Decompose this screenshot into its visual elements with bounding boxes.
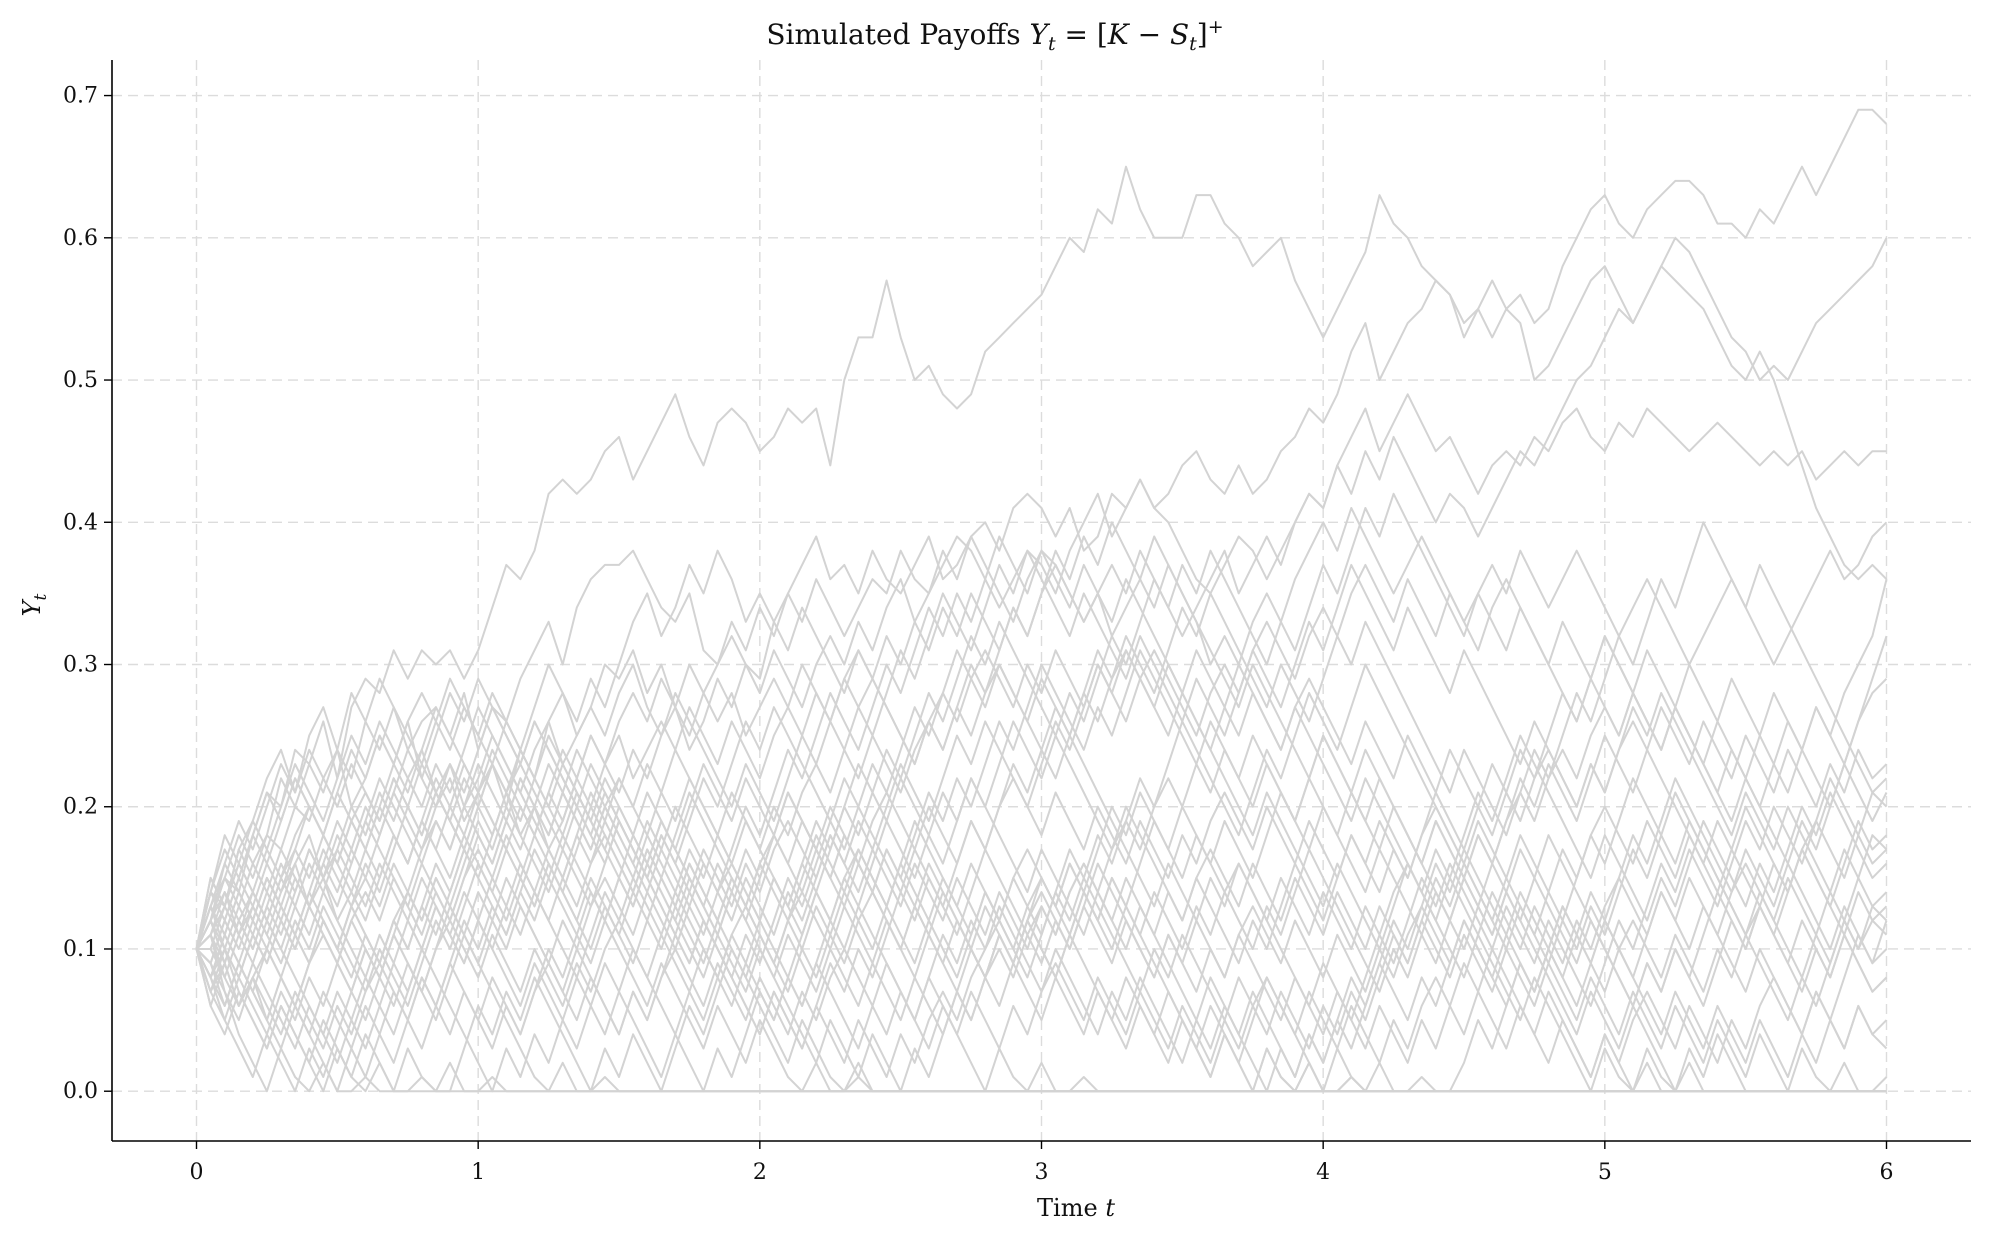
simulated-path-32: [195, 862, 1888, 1093]
ticks-layer: 0 1 2 3 4 5 6 0.0 0.1 0.2 0.3 0.4 0.5 0.6 0.7: [63, 84, 1894, 1185]
x-tick-label: 1: [471, 1160, 485, 1185]
simulated-path-10: [195, 891, 1888, 1022]
x-tick-label: 3: [1035, 1160, 1049, 1185]
y-tick-label: 0.2: [63, 795, 98, 820]
simulated-path-31: [195, 663, 1888, 1022]
x-tick-label: 2: [753, 1160, 767, 1185]
simulated-path-36: [195, 933, 1887, 1093]
title-close-bracket: ]: [1197, 18, 1208, 51]
simulated-path-28: [195, 535, 1887, 1093]
simulated-path-8: [195, 777, 1888, 979]
y-tick-label: 0.7: [63, 84, 98, 109]
x-tick-label: 0: [190, 1160, 204, 1185]
simulated-path-38: [196, 521, 1887, 1093]
y-tick-label: 0.6: [63, 226, 98, 251]
x-axis-label-text: Time: [1037, 1194, 1105, 1222]
x-tick-label: 5: [1598, 1160, 1612, 1185]
simulated-path-33: [195, 734, 1888, 1007]
y-axis-label-symbol: Y: [18, 598, 46, 616]
x-tick-label: 6: [1880, 1160, 1894, 1185]
x-axis-label: Time t: [1037, 1194, 1115, 1222]
title-symbol-k: K: [1107, 18, 1131, 51]
series-layer: [195, 108, 1888, 1093]
title-equals-bracket: = [: [1056, 18, 1108, 51]
y-tick-label: 0.0: [63, 1079, 98, 1104]
title-symbol-s: S: [1170, 18, 1189, 51]
y-axis-label: Yt: [18, 594, 51, 617]
title-minus: −: [1129, 18, 1170, 51]
title-symbol-y: Y: [1029, 18, 1050, 51]
y-tick-label: 0.1: [63, 937, 98, 962]
y-tick-label: 0.3: [63, 653, 98, 678]
simulated-path-25: [195, 521, 1888, 950]
x-axis-label-symbol: t: [1105, 1194, 1115, 1222]
simulated-path-20: [195, 649, 1888, 950]
y-tick-label: 0.5: [63, 368, 98, 393]
title-superscript-plus: +: [1208, 16, 1224, 38]
simulated-path-1: [195, 108, 1888, 950]
title-subscript-t2: t: [1189, 33, 1197, 55]
simulated-path-37: [195, 649, 1888, 950]
simulated-path-29: [195, 635, 1888, 1093]
y-axis-label-subscript: t: [31, 594, 51, 601]
title-text: Simulated Payoffs: [766, 18, 1029, 51]
x-tick-label: 4: [1316, 1160, 1330, 1185]
y-tick-label: 0.4: [63, 510, 98, 535]
simulated-path-34: [195, 492, 1888, 950]
chart-title: Simulated Payoffs Yt = [K − St]+: [766, 16, 1223, 55]
title-subscript-t: t: [1048, 33, 1056, 55]
